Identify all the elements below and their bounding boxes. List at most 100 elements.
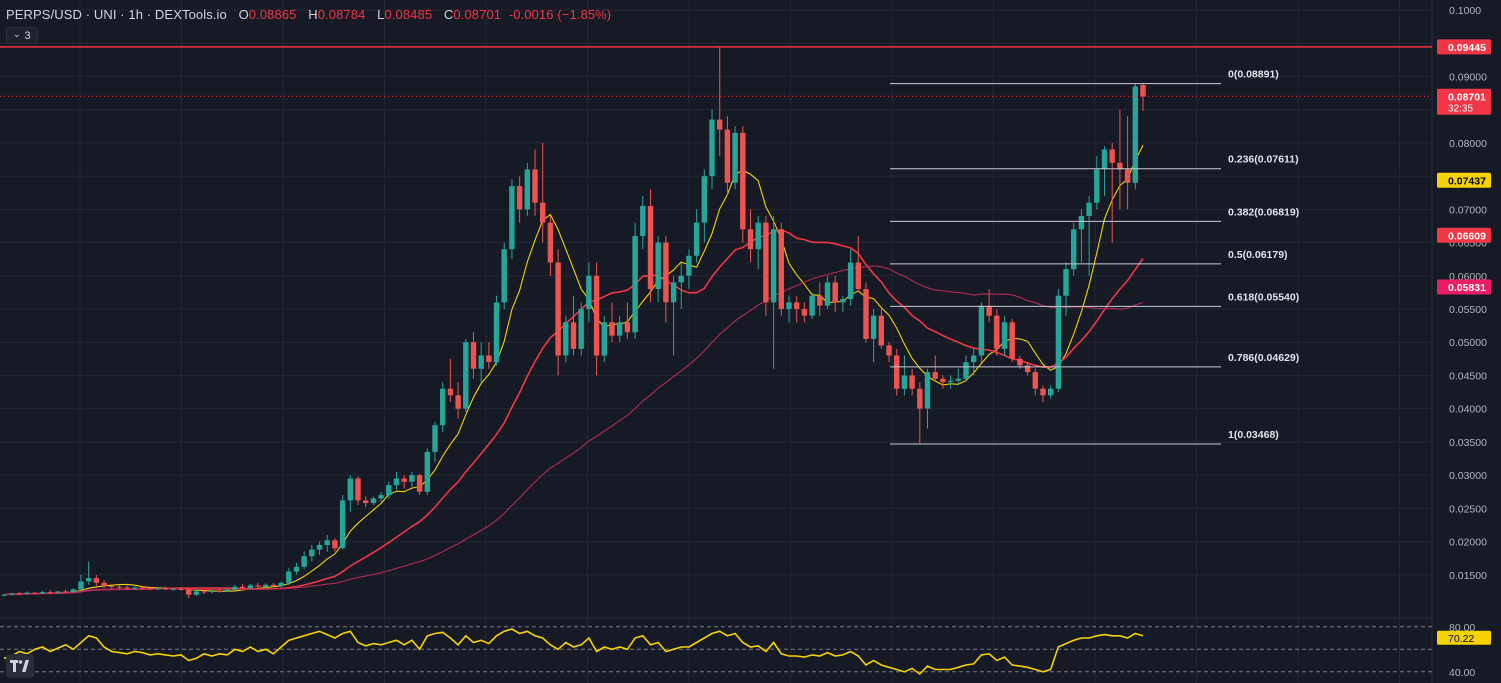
- tradingview-logo[interactable]: [6, 654, 34, 678]
- candle-body: [509, 186, 515, 250]
- candle: [555, 249, 561, 376]
- candle: [770, 215, 777, 369]
- candle-body: [817, 295, 823, 306]
- candle-body: [647, 206, 654, 290]
- candle: [593, 262, 600, 376]
- candle-body: [1124, 169, 1131, 183]
- candle-body: [455, 395, 461, 409]
- change-value: -0.0016 (−1.85%): [508, 7, 612, 22]
- candle: [663, 235, 669, 323]
- price-label-badge: [1437, 172, 1491, 188]
- candle: [1132, 83, 1138, 190]
- candle: [378, 491, 384, 502]
- indicators-toggle-button[interactable]: ⌄ 3: [6, 27, 38, 44]
- candle-body: [1055, 295, 1062, 389]
- fibonacci-retracement[interactable]: 0(0.08891) 0.236(0.07611) 0.382(0.06819) 0.…: [890, 69, 1299, 445]
- candle-body: [309, 549, 315, 557]
- tradingview-icon: [10, 660, 29, 672]
- candle: [1094, 156, 1100, 210]
- candle-body: [663, 242, 669, 303]
- price-tick-label: 0.08000: [1449, 138, 1487, 150]
- candle-body: [863, 289, 869, 339]
- candle: [363, 496, 369, 508]
- price-label-value: 0.05831: [1448, 282, 1486, 294]
- candle-body: [32, 592, 38, 594]
- candle-body: [932, 372, 938, 379]
- candle-body: [963, 362, 969, 379]
- candle: [9, 592, 15, 596]
- candle-body: [232, 586, 238, 590]
- candle-body: [486, 355, 492, 363]
- candle: [778, 222, 784, 316]
- candle: [1009, 318, 1015, 363]
- candle: [532, 149, 538, 216]
- candle-body: [116, 586, 123, 588]
- candle-body: [1109, 149, 1115, 163]
- candle: [924, 368, 931, 429]
- candle: [447, 358, 454, 403]
- price-tick-label: 0.07000: [1449, 204, 1487, 216]
- candle: [609, 302, 615, 343]
- candle-body: [870, 315, 877, 339]
- candle-body: [339, 500, 346, 549]
- candle: [894, 348, 900, 396]
- candle-body: [39, 592, 46, 594]
- candle-body: [878, 315, 884, 346]
- candle: [101, 580, 107, 589]
- candle-body: [24, 592, 30, 594]
- price-tick-label: 0.04500: [1449, 370, 1487, 382]
- candle: [209, 589, 215, 594]
- candle-body: [778, 229, 784, 309]
- candle-body: [401, 478, 407, 482]
- candle-body: [86, 578, 92, 582]
- candle-body: [701, 176, 707, 223]
- fib-level-label: 1(0.03468): [1228, 429, 1279, 441]
- candle-body: [147, 588, 153, 590]
- candle: [247, 584, 253, 590]
- moving-average-lines: [3, 144, 1144, 596]
- candle: [578, 302, 584, 356]
- candle-body: [524, 169, 530, 210]
- price-tick-label: 0.02000: [1449, 537, 1487, 549]
- candle-body: [801, 309, 808, 316]
- candle-body: [193, 591, 200, 595]
- candle-body: [632, 235, 638, 333]
- candle-body: [609, 322, 615, 336]
- ma-20-line: [3, 228, 1144, 596]
- candle: [124, 585, 130, 591]
- candle: [986, 289, 992, 323]
- candle: [324, 534, 330, 552]
- candle: [1078, 209, 1085, 263]
- price-tick-label: 0.09000: [1449, 71, 1487, 83]
- candle: [455, 382, 461, 419]
- rsi-pane[interactable]: 80.00 40.00 70.22: [0, 622, 1491, 679]
- candle-body: [624, 322, 631, 333]
- candle: [432, 421, 438, 462]
- open-value: 0.08865: [248, 7, 297, 22]
- candle: [855, 235, 861, 293]
- candle-body: [1132, 86, 1138, 183]
- candle: [401, 475, 407, 489]
- candle-body: [940, 378, 946, 383]
- candle: [386, 481, 392, 499]
- candle-body: [447, 388, 454, 396]
- candle: [901, 355, 908, 396]
- candle: [1086, 196, 1092, 276]
- candle-body: [601, 322, 607, 356]
- candle-body: [493, 302, 500, 363]
- candle-body: [470, 342, 477, 369]
- candle: [270, 582, 277, 588]
- candle: [232, 584, 238, 591]
- candle-body: [1009, 322, 1015, 359]
- price-axis[interactable]: 0.10000.095000.090000.085000.080000.0750…: [1437, 5, 1491, 582]
- symbol-title[interactable]: PERPS/USD · UNI · 1h · DEXTools.io: [6, 7, 227, 22]
- rsi-value-badge: [1437, 630, 1491, 645]
- candle-body: [986, 305, 992, 316]
- fib-level-label: 0.5(0.06179): [1228, 249, 1288, 261]
- candle-body: [162, 588, 169, 590]
- candle-body: [440, 388, 446, 426]
- candle-body: [324, 540, 330, 545]
- candle: [155, 587, 161, 591]
- candle-body: [286, 571, 292, 583]
